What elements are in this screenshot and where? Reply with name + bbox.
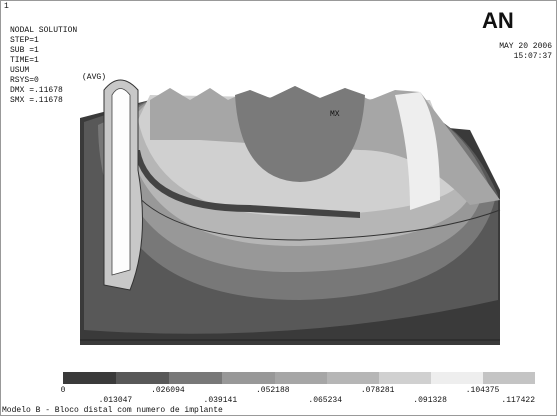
legend-label: .026094 [151, 386, 185, 395]
legend-band [379, 372, 431, 384]
legend-label: .091328 [413, 396, 447, 405]
header-line: SUB =1 [10, 46, 39, 55]
model-contour [80, 80, 500, 345]
header-line: STEP=1 [10, 36, 39, 45]
legend-band [431, 372, 483, 384]
avg-label: (AVG) [82, 73, 106, 82]
header-line: USUM [10, 66, 29, 75]
legend-band [169, 372, 222, 384]
header-line: DMX =.11678 [10, 86, 63, 95]
legend-label: .117422 [501, 396, 535, 405]
legend-band [222, 372, 275, 384]
corner-number: 1 [4, 2, 9, 11]
legend-band [63, 372, 116, 384]
legend-band [116, 372, 169, 384]
legend-band [483, 372, 535, 384]
legend-band [275, 372, 327, 384]
legend-bar [63, 372, 535, 384]
header-line: NODAL SOLUTION [10, 26, 77, 35]
header-line: SMX =.11678 [10, 96, 63, 105]
time: 15:07:37 [514, 52, 553, 61]
legend-label: .065234 [308, 396, 342, 405]
legend-band [327, 372, 379, 384]
legend-label: .078281 [361, 386, 395, 395]
legend-label: .052188 [256, 386, 290, 395]
legend-label: .013047 [99, 396, 133, 405]
max-marker: MX [330, 110, 340, 119]
logo: AN [482, 8, 514, 33]
date: MAY 20 2006 [499, 42, 552, 51]
legend-label: .104375 [466, 386, 500, 395]
legend-label: 0 [61, 386, 66, 395]
header-line: RSYS=0 [10, 76, 39, 85]
legend-label: .039141 [204, 396, 238, 405]
header-line: TIME=1 [10, 56, 39, 65]
ansys-result-view: 1 NODAL SOLUTIONSTEP=1SUB =1TIME=1USUMRS… [0, 0, 557, 416]
caption: Modelo B - Bloco distal com numero de im… [2, 406, 223, 415]
implant-core [112, 89, 130, 276]
